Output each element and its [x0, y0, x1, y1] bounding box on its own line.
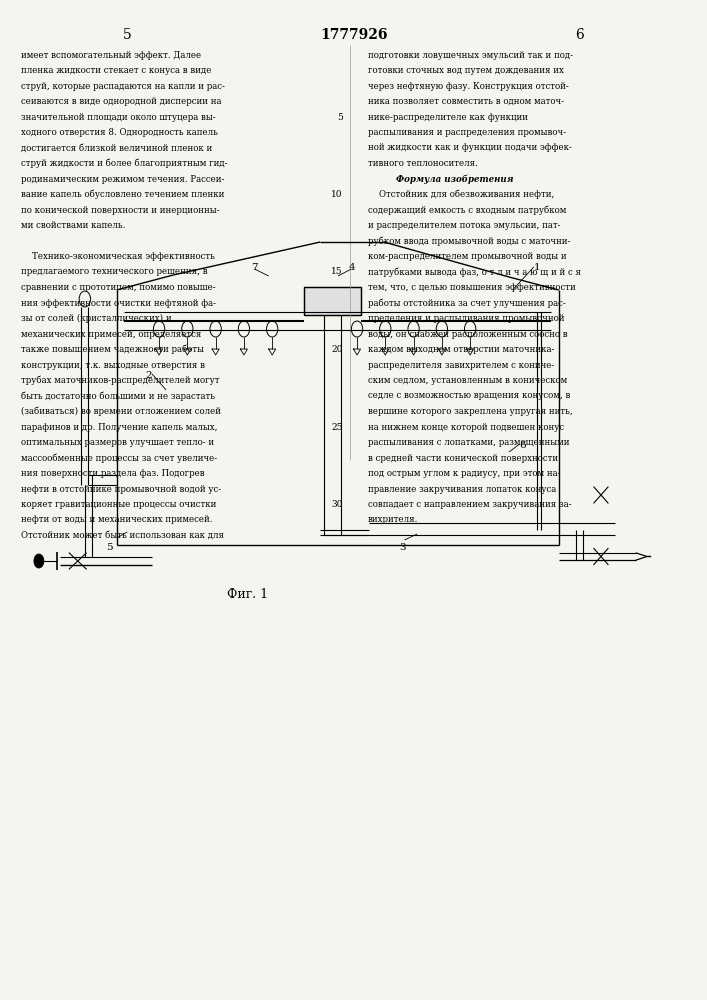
Text: ми свойствами капель.: ми свойствами капель. — [21, 221, 126, 230]
Text: вание капель обусловлено течением пленки: вание капель обусловлено течением пленки — [21, 190, 225, 199]
Text: Формула изобретения: Формула изобретения — [396, 174, 513, 184]
Text: конструкции, т.к. выходные отверстия в: конструкции, т.к. выходные отверстия в — [21, 360, 205, 369]
Text: нефти от воды и механических примесей.: нефти от воды и механических примесей. — [21, 516, 213, 524]
Text: парафинов и др. Получение капель малых,: парафинов и др. Получение капель малых, — [21, 422, 218, 432]
Text: оптимальных размеров улучшает тепло- и: оптимальных размеров улучшает тепло- и — [21, 438, 214, 447]
Text: совпадает с направлением закручивания за-: совпадает с направлением закручивания за… — [368, 500, 571, 509]
Text: предлагаемого технического решения, в: предлагаемого технического решения, в — [21, 267, 208, 276]
Text: вихрителя.: вихрителя. — [368, 516, 418, 524]
Text: 10: 10 — [332, 190, 343, 199]
Text: 25: 25 — [332, 422, 343, 432]
Text: под острым углом к радиусу, при этом на-: под острым углом к радиусу, при этом на- — [368, 469, 560, 478]
Text: 5: 5 — [106, 543, 113, 552]
Text: тем, что, с целью повышения эффективности: тем, что, с целью повышения эффективност… — [368, 283, 575, 292]
Text: пределения и распыливания промывочной: пределения и распыливания промывочной — [368, 314, 564, 323]
Text: струй, которые распадаются на капли и рас-: струй, которые распадаются на капли и ра… — [21, 82, 225, 91]
Text: патрубками вывода фаз, о т л и ч а ю щ и й с я: патрубками вывода фаз, о т л и ч а ю щ и… — [368, 267, 580, 277]
Text: 20: 20 — [332, 345, 343, 354]
Text: также повышением чадежности работы: также повышением чадежности работы — [21, 345, 204, 354]
Text: Фиг. 1: Фиг. 1 — [227, 588, 268, 601]
Text: готовки сточных вод путем дождевания их: готовки сточных вод путем дождевания их — [368, 66, 563, 75]
Text: каждом выходном отверстии маточника-: каждом выходном отверстии маточника- — [368, 345, 554, 354]
Text: 5: 5 — [337, 112, 343, 121]
Text: правление закручивания лопаток конуса: правление закручивания лопаток конуса — [368, 485, 556, 494]
Bar — [304, 287, 361, 315]
Text: тивного теплоносителя.: тивного теплоносителя. — [368, 159, 477, 168]
Text: достигается близкой величиной пленок и: достигается близкой величиной пленок и — [21, 143, 213, 152]
Circle shape — [34, 554, 44, 568]
Text: распределителя завихрителем с кониче-: распределителя завихрителем с кониче- — [368, 360, 554, 369]
Text: родинамическим режимом течения. Рассеи-: родинамическим режимом течения. Рассеи- — [21, 174, 225, 184]
Text: в средней части конической поверхности: в средней части конической поверхности — [368, 454, 558, 463]
Text: струй жидкости и более благоприятным гид-: струй жидкости и более благоприятным гид… — [21, 159, 228, 168]
Text: ходного отверстия 8. Однородность капель: ходного отверстия 8. Однородность капель — [21, 128, 218, 137]
Text: массообменные процессы за счет увеличе-: массообменные процессы за счет увеличе- — [21, 453, 217, 463]
Text: 7: 7 — [251, 263, 257, 272]
Text: Технико-экономическая эффективность: Технико-экономическая эффективность — [21, 252, 215, 261]
Text: 6: 6 — [575, 28, 584, 42]
Text: быть достаточно большими и не зарастать: быть достаточно большими и не зарастать — [21, 391, 215, 401]
Text: ния эффективности очистки нефтяной фа-: ния эффективности очистки нефтяной фа- — [21, 298, 216, 308]
Text: работы отстойника за счет улучшения рас-: работы отстойника за счет улучшения рас- — [368, 298, 566, 308]
Text: 5: 5 — [123, 28, 132, 42]
Text: сравнении с прототипом, помимо повыше-: сравнении с прототипом, помимо повыше- — [21, 283, 216, 292]
Text: коряет гравитационные процессы очистки: коряет гравитационные процессы очистки — [21, 500, 216, 509]
Text: на нижнем конце которой подвешен конус: на нижнем конце которой подвешен конус — [368, 422, 563, 432]
Text: механических примесей, определяется: механических примесей, определяется — [21, 330, 201, 339]
Text: сеиваются в виде однородной дисперсии на: сеиваются в виде однородной дисперсии на — [21, 97, 222, 106]
Text: нике-распределителе как функции: нике-распределителе как функции — [368, 112, 527, 121]
Text: ком-распределителем промывочной воды и: ком-распределителем промывочной воды и — [368, 252, 566, 261]
Text: имеет вспомогательный эффект. Далее: имеет вспомогательный эффект. Далее — [21, 50, 201, 60]
Text: по конической поверхности и инерционны-: по конической поверхности и инерционны- — [21, 206, 220, 215]
Text: через нефтяную фазу. Конструкция отстой-: через нефтяную фазу. Конструкция отстой- — [368, 82, 568, 91]
Text: Отстойник для обезвоживания нефти,: Отстойник для обезвоживания нефти, — [368, 190, 554, 199]
Text: 15: 15 — [332, 267, 343, 276]
Text: содержащий емкость с входным патрубком: содержащий емкость с входным патрубком — [368, 205, 566, 215]
Text: 1777926: 1777926 — [320, 28, 387, 42]
Text: Отстойник может быть использован как для: Отстойник может быть использован как для — [21, 531, 224, 540]
Bar — [304, 287, 361, 315]
Text: ским седлом, установленным в коническом: ским седлом, установленным в коническом — [368, 376, 567, 385]
Text: ния поверхности раздела фаз. Подогрев: ния поверхности раздела фаз. Подогрев — [21, 469, 205, 478]
Text: (забиваться) во времени отложением солей: (забиваться) во времени отложением солей — [21, 407, 221, 416]
Text: нефти в отстойнике промывочной водой ус-: нефти в отстойнике промывочной водой ус- — [21, 485, 221, 494]
Text: вершине которого закреплена упругая нить,: вершине которого закреплена упругая нить… — [368, 407, 573, 416]
Text: 1: 1 — [534, 263, 540, 272]
Text: распыливания с лопатками, размещенными: распыливания с лопатками, размещенными — [368, 438, 569, 447]
Text: седле с возможностью вращения конусом, в: седле с возможностью вращения конусом, в — [368, 391, 570, 400]
Text: ной жидкости как и функции подачи эффек-: ной жидкости как и функции подачи эффек- — [368, 143, 571, 152]
Text: и распределителем потока эмульсии, пат-: и распределителем потока эмульсии, пат- — [368, 221, 560, 230]
Text: ника позволяет совместить в одном маточ-: ника позволяет совместить в одном маточ- — [368, 97, 563, 106]
Text: распыливания и распределения промывоч-: распыливания и распределения промывоч- — [368, 128, 566, 137]
Text: значительной площади около штуцера вы-: значительной площади около штуцера вы- — [21, 112, 216, 121]
Text: 6: 6 — [520, 440, 526, 450]
Text: подготовки ловушечных эмульсий так и под-: подготовки ловушечных эмульсий так и под… — [368, 50, 573, 60]
Text: 3: 3 — [399, 543, 406, 552]
Text: зы от солей (кристаллических) и: зы от солей (кристаллических) и — [21, 314, 172, 323]
Text: 2: 2 — [145, 370, 151, 379]
Text: 4: 4 — [349, 263, 355, 272]
Text: пленка жидкости стекает с конуса в виде: пленка жидкости стекает с конуса в виде — [21, 66, 211, 75]
Text: воды, он снабжен расположенным соосно в: воды, он снабжен расположенным соосно в — [368, 329, 567, 339]
Text: рубком ввода промывочной воды с маточни-: рубком ввода промывочной воды с маточни- — [368, 236, 570, 246]
Text: трубах маточников-распределителей могут: трубах маточников-распределителей могут — [21, 376, 220, 385]
Text: 30: 30 — [332, 500, 343, 509]
